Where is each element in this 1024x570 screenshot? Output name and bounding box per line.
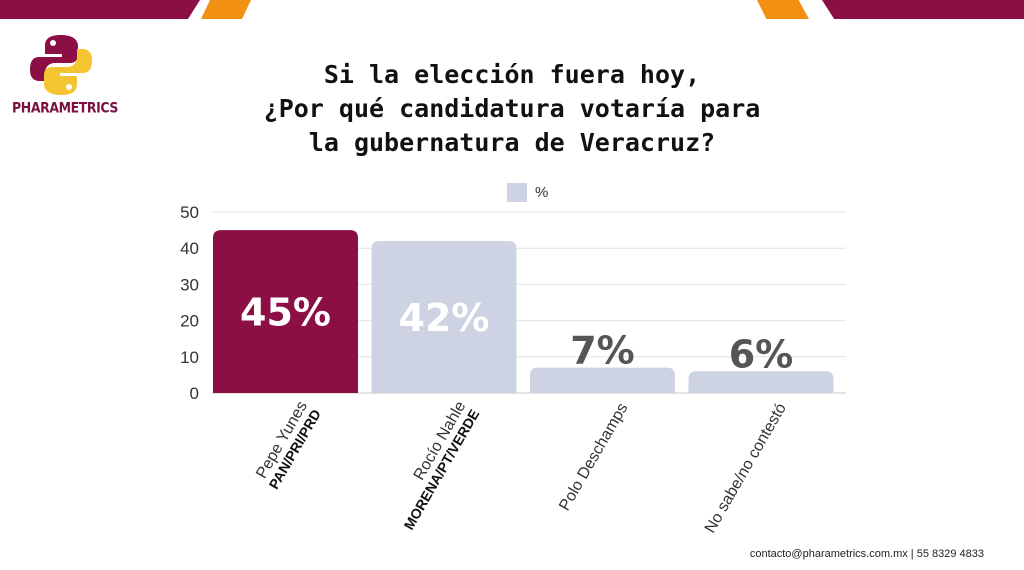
y-tick-label-30: 30: [180, 275, 199, 294]
title-line-1: Si la elección fuera hoy,: [323, 60, 701, 89]
bar-2: [371, 240, 517, 393]
data-label-2: 42%: [399, 296, 490, 340]
x-category-name-4: No sabe/no contestó: [702, 400, 790, 536]
legend-swatch: [507, 182, 527, 202]
data-label-1: 45%: [240, 291, 331, 335]
top-bar-right: [822, 0, 1024, 19]
top-stripe-left: [201, 0, 251, 19]
y-tick-label-0: 0: [190, 384, 199, 403]
data-label-4: 6%: [729, 332, 794, 376]
bars: [213, 230, 834, 393]
top-stripe-right: [757, 0, 809, 19]
title-line-3: la gubernatura de Veracruz?: [308, 128, 716, 157]
y-tick-label-20: 20: [180, 312, 199, 331]
top-bar-left: [0, 0, 200, 19]
chart-title: Si la elección fuera hoy, ¿Por qué candi…: [212, 58, 812, 160]
legend-label: %: [535, 183, 549, 201]
bar-4: [688, 371, 834, 393]
python-logo-icon: [30, 35, 92, 95]
title-line-2: ¿Por qué candidatura votaría para: [263, 94, 761, 123]
bar-1: [213, 230, 358, 393]
brand-logo: PHARAMETRICS: [12, 32, 118, 122]
x-category-name-3: Polo Deschamps: [556, 401, 631, 514]
y-tick-label-10: 10: [180, 348, 199, 367]
data-label-3: 7%: [570, 329, 635, 373]
data-labels: 45% 42% 7% 6%: [240, 291, 793, 377]
x-category-4: No sabe/no contestó: [702, 400, 790, 536]
y-tick-label-40: 40: [180, 239, 199, 258]
y-axis-ticks: 0 10 20 30 40 50: [180, 203, 199, 403]
y-tick-label-50: 50: [180, 203, 199, 222]
x-category-3: Polo Deschamps: [556, 401, 631, 514]
bar-3: [530, 367, 675, 393]
brand-name: PHARAMETRICS: [12, 98, 118, 117]
footer-contact: contacto@pharametrics.com.mx | 55 8329 4…: [749, 548, 984, 560]
chart-legend: %: [507, 182, 548, 202]
